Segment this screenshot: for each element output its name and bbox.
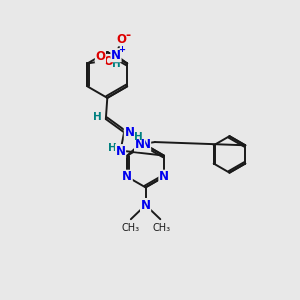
Text: H: H [112, 59, 121, 69]
Text: O: O [95, 50, 105, 63]
Text: CH₃: CH₃ [152, 223, 170, 233]
Text: H: H [134, 132, 143, 142]
Text: +: + [118, 45, 125, 54]
Text: N: N [141, 199, 151, 212]
Text: O: O [117, 33, 127, 46]
Text: H: H [93, 112, 102, 122]
Text: N: N [141, 139, 151, 152]
Text: N: N [122, 170, 132, 183]
Text: CH₃: CH₃ [121, 223, 139, 233]
Text: -: - [125, 29, 130, 42]
Text: N: N [159, 170, 169, 183]
Text: N: N [111, 49, 121, 62]
Text: N: N [124, 126, 134, 139]
Text: N: N [135, 138, 145, 151]
Text: H: H [108, 143, 117, 153]
Text: O: O [103, 55, 113, 68]
Text: N: N [116, 145, 126, 158]
